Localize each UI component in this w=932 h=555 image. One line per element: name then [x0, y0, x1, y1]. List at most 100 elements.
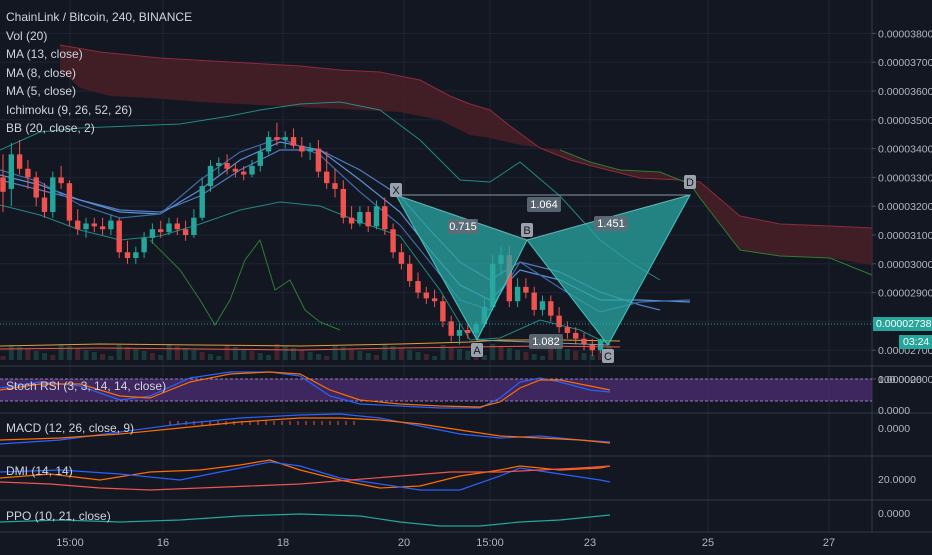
volume-bar [340, 347, 346, 360]
ichimoku-cloud [60, 45, 872, 265]
candle-body [33, 177, 39, 198]
time-axis-label: 20 [398, 537, 410, 549]
volume-bar [75, 348, 81, 360]
candle-body [108, 220, 114, 230]
ma-13 [0, 149, 661, 311]
volume-bar [357, 351, 363, 360]
ppo-label[interactable]: PPO (10, 21, close) [6, 509, 111, 523]
candle-body [174, 223, 180, 230]
legend-ma5[interactable]: MA (5, close) [6, 84, 77, 98]
volume-bar [17, 347, 23, 360]
ma-5 [0, 137, 691, 313]
bollinger-lower [0, 201, 611, 346]
price-tick-label: 0.00003000 [878, 259, 932, 271]
candle-body [75, 220, 81, 230]
dmi-label[interactable]: DMI (14, 14) [6, 464, 73, 478]
pattern-point-a: A [473, 345, 481, 357]
volume-bar [332, 345, 338, 360]
macd-axis-label: 0.0000 [878, 423, 910, 435]
candle-body [124, 252, 131, 259]
time-axis-label: 15:00 [476, 537, 504, 549]
candle-body [141, 237, 147, 253]
price-tick-label: 0.00003700 [878, 57, 932, 69]
candle-body [166, 223, 172, 233]
volume-bar [465, 351, 471, 360]
candle-body [116, 220, 122, 253]
volume-bar [199, 352, 205, 360]
volume-bar [133, 349, 139, 360]
main-legend: ChainLink / Bitcoin, 240, BINANCE Vol (2… [6, 8, 192, 138]
candle-body [531, 292, 537, 310]
volume-bar [249, 351, 255, 360]
candle-body [216, 163, 222, 166]
legend-bollinger[interactable]: BB (20, close, 2) [6, 121, 95, 135]
volume-bar [224, 345, 230, 360]
volume-bar [8, 345, 14, 360]
last-price-tag: 0.00002738 [873, 317, 932, 331]
pattern-point-badge [521, 223, 533, 237]
volume-bar [91, 352, 97, 360]
ppo-line [0, 513, 611, 527]
pattern-point-badge [602, 349, 614, 363]
volume-bar [531, 354, 537, 360]
volume-bar [208, 354, 213, 360]
candle-body [307, 148, 313, 152]
pattern-point-badge [471, 343, 483, 357]
senkou-span-b [59, 44, 873, 229]
volume-bar [25, 349, 31, 360]
candle-body [431, 298, 438, 302]
candle-body [274, 137, 280, 140]
volume-bar [232, 347, 238, 360]
candle-body [58, 177, 64, 184]
senkou-span-a [559, 149, 873, 276]
candle-body [382, 206, 388, 230]
legend-ichimoku[interactable]: Ichimoku (9, 26, 52, 26) [6, 102, 133, 117]
macd-line [0, 413, 611, 445]
volume-bar [216, 356, 222, 360]
candle-body [548, 301, 554, 316]
candle-body [539, 301, 546, 310]
candle-body [365, 211, 371, 227]
pattern-ratio-badge [529, 334, 563, 349]
candle-body [41, 197, 48, 212]
volume-bar [183, 348, 189, 360]
volume-bar [365, 353, 371, 360]
dmi-axis-label: 20.0000 [878, 474, 916, 486]
macd-label[interactable]: MACD (12, 26, close, 9) [6, 421, 135, 435]
candle-body [224, 163, 230, 169]
volume-bar [149, 353, 155, 360]
stoch-rsi-label[interactable]: Stoch RSI (3, 3, 14, 14, close) [6, 379, 167, 393]
legend-ma13[interactable]: MA (13, close) [6, 47, 83, 61]
volume-bar [349, 349, 355, 360]
volume-bar [315, 354, 321, 360]
volume-ma [0, 339, 621, 347]
chart-title[interactable]: ChainLink / Bitcoin, 240, BINANCE [6, 10, 193, 24]
volume-bar [515, 350, 521, 360]
pattern-ratio-badge [448, 219, 478, 234]
volume-bar [141, 351, 147, 360]
candle-body [398, 252, 405, 264]
volume-bar [257, 353, 263, 360]
stoch-d-line [0, 371, 611, 408]
pattern-point-x: X [392, 185, 400, 197]
candle-body [564, 327, 571, 333]
candle-body [448, 321, 454, 336]
dmi-plus-line [0, 459, 611, 489]
volume-bar [50, 355, 56, 360]
candle-body [506, 255, 512, 302]
volume-bar [581, 353, 587, 360]
candle-body [440, 301, 446, 322]
time-axis-label: 27 [823, 537, 835, 549]
price-tick-label: 0.00002600 [878, 374, 932, 386]
price-tick-label: 0.00003400 [878, 144, 932, 156]
legend-volume[interactable]: Vol (20) [6, 28, 48, 43]
volume-bar [498, 346, 504, 360]
candle-body [573, 332, 579, 339]
pattern-ratio-label: 1.064 [530, 199, 558, 211]
volume-bar [523, 352, 529, 360]
legend-ma8[interactable]: MA (8, close) [6, 65, 77, 80]
volume-bar [423, 354, 429, 360]
volume-bar [174, 346, 180, 360]
